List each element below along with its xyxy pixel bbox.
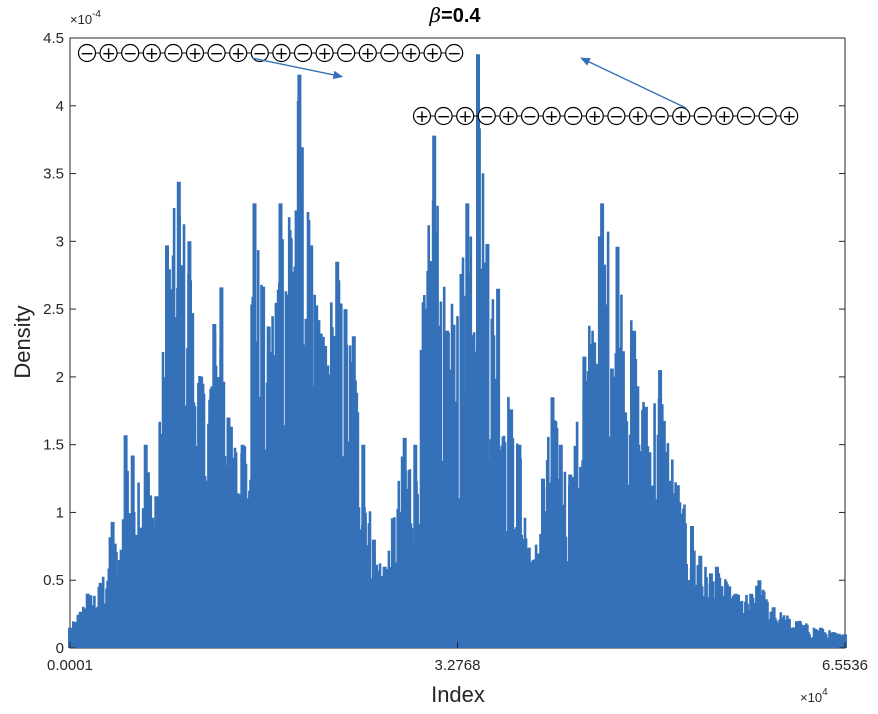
spin-site [758,106,777,126]
spin-site [628,106,648,126]
y-tick-label: 0 [56,640,64,657]
y-tick-label: 2.5 [43,301,64,318]
y-tick-label: 3 [56,233,64,250]
spin-site [607,106,626,126]
y-axis-label: Density [10,305,35,378]
y-tick-label: 4 [56,98,64,115]
spin-sign: − [566,107,580,127]
spin-annotations: − + − + − + − + − + − + − + − + + −+ − + − + − + − + − + − + − + − − + [77,43,799,127]
spin-site [412,106,432,126]
spin-chain: − + − + − + − + − + − + − + − + + − [77,43,464,64]
spin-site [434,106,453,126]
spin-sign: − [166,44,180,64]
spin-site [77,43,97,63]
annotation-arrow [251,57,344,80]
spin-sign: + [674,107,688,127]
spin-site [272,43,291,63]
x-tick-label: 3.2768 [435,657,481,674]
spin-site [520,106,540,126]
spin-sign: − [382,44,396,64]
spin-site [185,43,205,63]
spin-site [250,43,269,63]
spin-site [542,106,561,126]
spin-site [315,43,334,63]
spin-site [142,43,161,63]
density-peaks [68,54,847,648]
spin-sign: − [523,107,537,127]
spin-sign: − [209,44,223,64]
y-axis-ticks: 0 0.5 1 1.5 2 2.5 3 3.5 4 4.5 [43,30,845,657]
spin-site [99,43,118,63]
spin-sign: − [760,107,774,127]
spin-sign: − [80,44,94,64]
spin-sign: + [425,44,439,64]
spin-sign: + [415,107,429,127]
x-axis-label: Index [431,682,485,707]
spin-sign: + [782,107,796,127]
spin-site [564,106,583,126]
spin-sign: − [739,107,753,127]
y-axis-exponent: ×10-4 [70,9,101,27]
spin-sign: + [588,107,602,127]
spin-sign: + [361,44,375,64]
spin-sign: − [696,107,710,127]
spin-sign: − [447,44,461,64]
spin-site [337,43,356,63]
spin-site [423,43,442,63]
y-tick-label: 1 [56,504,64,521]
spin-site [229,43,248,63]
spin-site [164,43,183,63]
spin-sign: + [458,107,472,127]
spin-sign: + [145,44,159,64]
spin-sign: + [717,107,731,127]
spin-site [358,43,377,63]
spin-site [585,106,604,126]
spin-site [445,43,464,63]
spin-sign: + [231,44,245,64]
spin-sign: + [544,107,558,127]
x-axis-exponent: ×104 [800,687,828,705]
x-tick-label: 0.0001 [47,657,93,674]
annotation-arrow [580,57,687,109]
spin-site [380,43,399,63]
spin-sign: − [609,107,623,127]
spin-sign: + [404,44,418,64]
y-tick-label: 3.5 [43,166,64,183]
spin-sign: + [101,44,115,64]
spin-sign: + [274,44,288,64]
spin-site [499,106,518,126]
y-tick-label: 4.5 [43,30,64,47]
x-tick-label: 6.5536 [822,657,868,674]
spin-sign: + [501,107,515,127]
spin-sign: + [631,107,645,127]
spin-site [650,106,669,126]
spin-site [693,106,712,126]
spin-sign: − [123,44,137,64]
spin-site [780,106,799,126]
spin-site [207,43,226,63]
spin-chain: + − + − + − + − + − + − + − + − − + [412,106,799,127]
y-tick-label: 0.5 [43,572,64,589]
x-axis-ticks: 0.0001 3.2768 6.5536 [47,642,868,674]
spin-sign: − [652,107,666,127]
spin-site [672,106,691,126]
spin-site [736,106,756,126]
spin-sign: − [480,107,494,127]
chart-title: β=0.4 [428,3,481,27]
spin-site [401,43,421,63]
spin-site [715,106,734,126]
spin-sign: − [436,107,450,127]
spin-sign: − [296,44,310,64]
spin-site [456,106,475,126]
spin-site [477,106,496,126]
spin-sign: + [317,44,331,64]
y-tick-label: 1.5 [43,437,64,454]
spin-sign: + [188,44,202,64]
spin-site [121,43,140,63]
spin-sign: − [339,44,353,64]
y-tick-label: 2 [56,369,64,386]
spin-site [293,43,313,63]
